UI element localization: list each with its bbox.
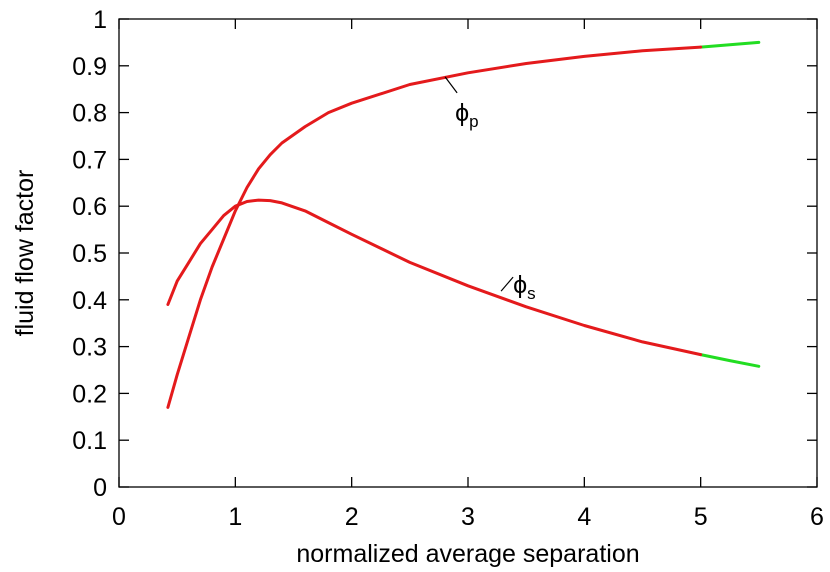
x-tick-label: 3 bbox=[461, 503, 475, 531]
x-tick-label: 2 bbox=[345, 503, 359, 531]
series-line-extrapolated-1 bbox=[699, 353, 761, 368]
series-label-subscript: s bbox=[527, 284, 536, 303]
x-tick-label: 6 bbox=[810, 503, 824, 531]
y-tick-label: 0.8 bbox=[72, 100, 107, 128]
series-line-extrapolated-0 bbox=[699, 40, 761, 49]
series-line-0 bbox=[166, 45, 703, 409]
y-tick-label: 0.1 bbox=[72, 427, 107, 455]
x-tick-label: 0 bbox=[112, 503, 126, 531]
x-tick-label: 1 bbox=[228, 503, 242, 531]
series-label-symbol: ϕ bbox=[513, 271, 527, 299]
series-label-symbol: ϕ bbox=[455, 99, 469, 127]
y-tick-label: 1 bbox=[93, 6, 107, 34]
y-tick-label: 0.9 bbox=[72, 53, 107, 81]
annotation-leader-0 bbox=[444, 76, 458, 94]
y-tick-label: 0.5 bbox=[72, 240, 107, 268]
x-tick-label: 4 bbox=[577, 503, 591, 531]
series-line-1 bbox=[166, 198, 703, 357]
y-tick-label: 0.4 bbox=[72, 287, 107, 315]
y-tick-label: 0.7 bbox=[72, 146, 107, 174]
plot-frame bbox=[118, 18, 818, 488]
series-label-0: ϕp bbox=[455, 99, 478, 131]
y-tick-label: 0.2 bbox=[72, 380, 107, 408]
axis-ticks bbox=[118, 18, 818, 488]
tick-labels: 0 1 2 3 4 5 6 0 0.1 0.2 0.3 0.4 0.5 0.6 0.7 0.8 0.9 1 bbox=[72, 6, 824, 531]
series-lines bbox=[166, 40, 761, 409]
series-label-1: ϕs bbox=[513, 271, 536, 303]
y-axis-title: fluid flow factor bbox=[11, 170, 39, 337]
y-tick-label: 0 bbox=[93, 474, 107, 502]
x-axis-title: normalized average separation bbox=[296, 540, 639, 568]
annotation-leader-1 bbox=[500, 276, 514, 292]
y-tick-label: 0.3 bbox=[72, 334, 107, 362]
series-label-subscript: p bbox=[469, 112, 478, 131]
x-tick-label: 5 bbox=[694, 503, 708, 531]
y-tick-label: 0.6 bbox=[72, 193, 107, 221]
